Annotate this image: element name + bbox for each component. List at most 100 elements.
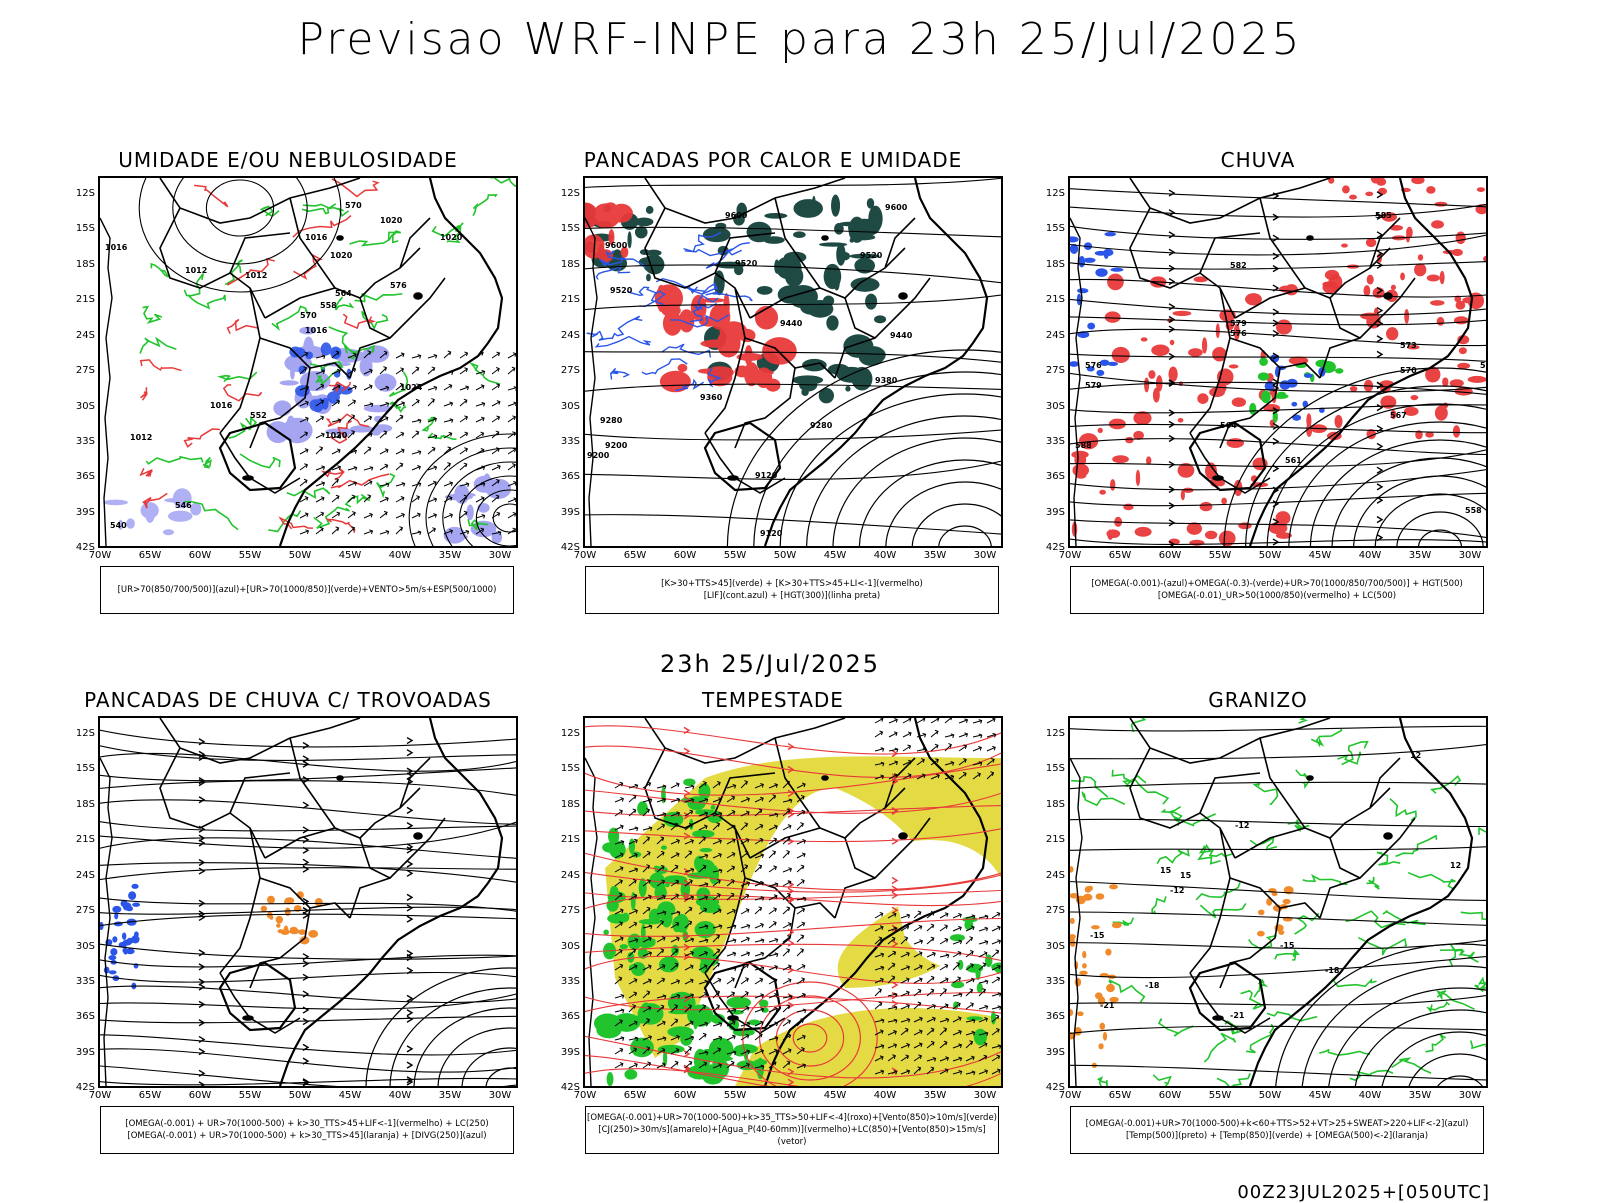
latitude-tick-label: 42S	[75, 1082, 95, 1094]
map-panel: UMIDADE E/OU NEBULOSIDADE 12S 15S 18S 21S 24S…	[68, 148, 518, 618]
map-panel: PANCADAS DE CHUVA C/ TROVOADAS 12S 15S 18S 2…	[68, 688, 518, 1158]
legend-line: [OMEGA(-0.001) + UR>70(1000-500) + k>30_…	[125, 1119, 489, 1129]
latitude-tick-label: 21S	[1045, 834, 1065, 846]
longitude-axis: 70W 65W 60W 55W 50W 45W 40W 35W 30W	[574, 550, 1003, 564]
p-2-contour-label: 570	[1400, 366, 1417, 375]
latitude-tick-label: 24S	[560, 869, 580, 881]
longitude-tick-label: 50W	[773, 550, 797, 561]
p-1-contour-label: 9600	[885, 203, 908, 212]
latitude-tick-label: 27S	[560, 365, 580, 377]
legend-line: [K>30+TTS>45](verde) + [K>30+TTS>45+LI<-…	[661, 579, 923, 589]
latitude-tick-label: 18S	[75, 798, 95, 810]
panel-title: TEMPESTADE	[702, 688, 844, 712]
longitude-tick-label: 40W	[388, 1090, 412, 1101]
longitude-tick-label: 45W	[1308, 1090, 1332, 1101]
panel-title: UMIDADE E/OU NEBULOSIDADE	[118, 148, 458, 172]
longitude-tick-label: 30W	[1458, 550, 1482, 561]
latitude-tick-label: 30S	[560, 940, 580, 952]
p-0-contour-label: 570	[345, 201, 362, 210]
panel-title: PANCADAS POR CALOR E UMIDADE	[583, 148, 963, 172]
longitude-tick-label: 30W	[1458, 1090, 1482, 1101]
map-frame: 5855825795765735705675645615585885735765…	[1068, 176, 1488, 548]
longitude-axis: 70W 65W 60W 55W 50W 45W 40W 35W 30W	[1059, 1090, 1488, 1104]
map-panel: PANCADAS POR CALOR E UMIDADE 12S 15S 18S 21S…	[553, 148, 1003, 618]
map-canvas: 9600 9600 9520 9520 9600 9520 9440 9440 9380 9360…	[585, 178, 1001, 546]
longitude-axis: 70W 65W 60W 55W 50W 45W 40W 35W 30W	[574, 1090, 1003, 1104]
longitude-tick-label: 35W	[923, 1090, 947, 1101]
latitude-tick-label: 42S	[75, 542, 95, 554]
latitude-tick-label: 24S	[560, 329, 580, 341]
p-5-contour-label: -21	[1230, 1011, 1245, 1020]
map-panel: TEMPESTADE 12S 15S 18S 21S 24S 27S 30S 33S 36S 39S…	[553, 688, 1003, 1158]
longitude-tick-label: 40W	[1358, 1090, 1382, 1101]
p-5-contour-label: -21	[1100, 1001, 1115, 1010]
legend-box: [OMEGA(-0.001)+UR>70(1000-500)+k>35_TTS>…	[585, 1106, 999, 1154]
p-0-contour-label: 1020	[440, 233, 463, 242]
p-5-contour-label: 15	[1160, 866, 1172, 875]
p-1-contour-label: 9600	[605, 241, 628, 250]
p-0-contour-label: 1016	[210, 401, 233, 410]
map-canvas: 1020101610201012101210161016102010241016…	[100, 178, 516, 546]
p-2-contour-label: 567	[1390, 411, 1407, 420]
latitude-tick-label: 33S	[75, 976, 95, 987]
longitude-tick-label: 45W	[823, 1090, 847, 1101]
latitude-tick-label: 18S	[560, 258, 580, 270]
latitude-tick-label: 30S	[1045, 400, 1065, 412]
longitude-tick-label: 30W	[973, 1090, 997, 1101]
p-0-contour-label: 1020	[325, 431, 348, 440]
legend-line: [OMEGA(-0.001)+UR>70(1000-500)+k>35_TTS>…	[587, 1113, 997, 1123]
p-0-contour-label: 1016	[305, 233, 328, 242]
main-title: Previsao WRF-INPE para 23h 25/Jul/2025	[297, 14, 1303, 65]
longitude-tick-label: 40W	[1358, 550, 1382, 561]
p-0-contour-label: 1012	[245, 271, 267, 280]
latitude-tick-label: 30S	[75, 940, 95, 952]
longitude-tick-label: 45W	[823, 550, 847, 561]
p-1-contour-label: 9200	[605, 441, 628, 450]
p-1-contour-label: 9120	[755, 471, 778, 480]
p-1-contour-label: 9120	[760, 529, 783, 538]
p-2-contour-label: 564	[1220, 421, 1237, 430]
longitude-tick-label: 70W	[573, 550, 597, 561]
p-1-contour-label: 9280	[810, 421, 833, 430]
p-2-contour-label: 585	[1375, 211, 1392, 220]
longitude-tick-label: 50W	[1258, 550, 1282, 561]
latitude-axis: 12S 15S 18S 21S 24S 27S 30S 33S 36S 39S 42S	[553, 176, 583, 553]
longitude-tick-label: 60W	[1158, 550, 1182, 561]
longitude-tick-label: 50W	[1258, 1090, 1282, 1101]
longitude-tick-label: 65W	[1108, 1090, 1132, 1101]
legend-line: [UR>70(850/700/500)](azul)+[UR>70(1000/8…	[117, 585, 497, 595]
latitude-tick-label: 36S	[1045, 471, 1065, 483]
latitude-tick-label: 12S	[560, 188, 580, 199]
latitude-tick-label: 24S	[75, 869, 95, 881]
longitude-tick-label: 65W	[138, 550, 162, 561]
longitude-tick-label: 60W	[673, 550, 697, 561]
legend-line: [OMEGA(-0.01)_UR>50(1000/850)(vermelho) …	[1157, 591, 1397, 601]
map-canvas: 5855825795765735705675645615585885735765…	[1070, 178, 1486, 546]
p-2-contour-label: 588	[1075, 441, 1092, 450]
longitude-axis: 70W 65W 60W 55W 50W 45W 40W 35W 30W	[89, 550, 518, 564]
p-5-contour-label: -15	[1280, 941, 1295, 950]
map-canvas	[100, 718, 516, 1086]
longitude-tick-label: 35W	[1408, 550, 1432, 561]
longitude-tick-label: 65W	[623, 1090, 647, 1101]
legend-line: [OMEGA(-0.001)-(azul)+OMEGA(-0.3)-(verde…	[1091, 579, 1463, 589]
latitude-tick-label: 39S	[1045, 506, 1065, 518]
p-5-contour-label: -12	[1235, 821, 1249, 830]
map-panel: GRANIZO 12S 15S 18S 21S 24S 27S 30S 33S 36S 39S 42S…	[1038, 688, 1488, 1158]
latitude-axis: 12S 15S 18S 21S 24S 27S 30S 33S 36S 39S 42S	[1038, 176, 1068, 553]
longitude-tick-label: 55W	[723, 550, 747, 561]
latitude-tick-label: 33S	[75, 436, 95, 447]
longitude-tick-label: 70W	[1058, 1090, 1082, 1101]
latitude-tick-label: 39S	[1045, 1046, 1065, 1058]
legend-box: [UR>70(850/700/500)](azul)+[UR>70(1000/8…	[100, 566, 514, 614]
latitude-tick-label: 36S	[560, 1011, 580, 1023]
map-frame: -12 -12 -15 -15 -18 -18 -21 -21 12 15 15 12	[1068, 716, 1488, 1088]
p-1-contour-label: 9200	[587, 451, 610, 460]
latitude-tick-label: 12S	[560, 728, 580, 739]
panel-title: CHUVA	[1220, 148, 1296, 172]
latitude-tick-label: 21S	[75, 294, 95, 306]
legend-line: [Temp(500)](preto) + [Temp(850)](verde) …	[1125, 1131, 1429, 1141]
latitude-tick-label: 27S	[75, 365, 95, 377]
map-frame	[98, 716, 518, 1088]
p-0-contour-label: 1020	[330, 251, 353, 260]
